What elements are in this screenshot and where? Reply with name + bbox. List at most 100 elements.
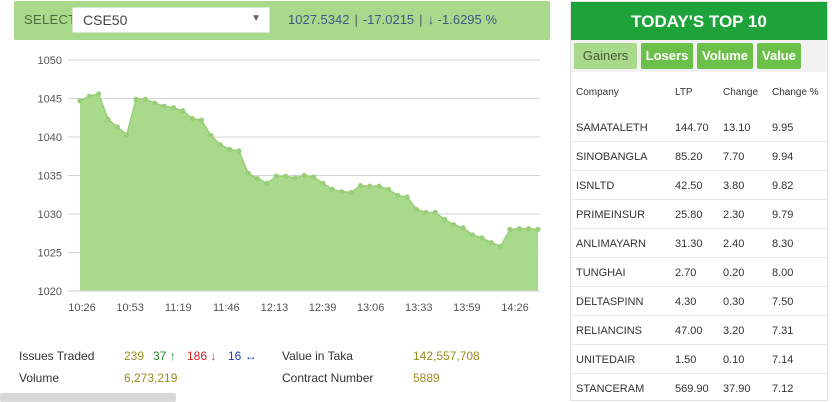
top10-title: TODAY'S TOP 10 xyxy=(571,2,827,40)
data-point xyxy=(488,239,494,246)
cell-change: 0.20 xyxy=(723,267,745,279)
arrow-down-icon: ↓ xyxy=(210,349,217,363)
issues-traded-total: 239 xyxy=(124,349,145,363)
index-change-percent: ↓ -1.6295 % xyxy=(427,12,497,27)
cell-company: TUNGHAI xyxy=(576,267,626,279)
data-point xyxy=(114,124,120,130)
x-tick-label: 13:59 xyxy=(453,302,481,314)
cell-ltp: 42.50 xyxy=(675,180,703,192)
data-point xyxy=(152,100,158,106)
issues-unchanged: 16 ↔ xyxy=(228,349,257,363)
data-point xyxy=(432,209,438,216)
cell-change-percent: 7.50 xyxy=(772,296,794,308)
cell-change: 13.10 xyxy=(723,122,751,134)
x-tick-label: 14:26 xyxy=(501,302,529,314)
table-row[interactable]: DELTASPINN 4.30 0.30 7.50 xyxy=(571,287,827,316)
data-point xyxy=(86,93,92,99)
data-point xyxy=(198,117,205,123)
index-change: -17.0215 xyxy=(362,12,415,27)
data-point xyxy=(124,132,130,138)
tab-gainers[interactable]: Gainers xyxy=(574,43,637,69)
cell-change: 37.90 xyxy=(723,383,751,395)
cell-ltp: 25.80 xyxy=(675,209,703,221)
data-point xyxy=(441,216,448,222)
cell-ltp: 2.70 xyxy=(675,267,697,279)
cell-company: ANLIMAYARN xyxy=(576,238,646,250)
volume-label: Volume xyxy=(19,371,60,385)
tab-volume[interactable]: Volume xyxy=(697,43,753,69)
tab-losers[interactable]: Losers xyxy=(641,43,693,69)
cell-change-percent: 7.14 xyxy=(772,354,794,366)
data-point xyxy=(161,103,167,109)
cell-ltp: 85.20 xyxy=(675,151,703,163)
data-point xyxy=(320,180,326,186)
data-point xyxy=(208,132,214,139)
table-row[interactable]: SAMATALETH 144.70 13.10 9.95 xyxy=(571,113,827,142)
table-row[interactable]: ANLIMAYARN 31.30 2.40 8.30 xyxy=(571,229,827,258)
data-point xyxy=(376,183,382,189)
data-point xyxy=(451,222,457,228)
contract-number-label: Contract Number xyxy=(282,371,374,385)
data-point xyxy=(423,209,429,216)
column-header-ltp: LTP xyxy=(675,87,693,98)
issues-declined: 186 ↓ xyxy=(187,349,217,363)
cell-change-percent: 7.12 xyxy=(772,383,794,395)
horizontal-scrollbar[interactable] xyxy=(0,393,176,402)
data-point xyxy=(96,91,102,97)
x-tick-label: 13:33 xyxy=(405,302,433,314)
cell-company: SINOBANGLA xyxy=(576,151,648,163)
table-row[interactable]: ISNLTD 42.50 3.80 9.82 xyxy=(571,171,827,200)
cell-change: 3.80 xyxy=(723,180,745,192)
select-label: SELECT xyxy=(24,12,77,27)
table-row[interactable]: TUNGHAI 2.70 0.20 8.00 xyxy=(571,258,827,287)
x-tick-label: 10:53 xyxy=(116,302,144,314)
cell-change-percent: 8.30 xyxy=(772,238,794,250)
y-tick-label: 1020 xyxy=(38,286,62,298)
x-tick-label: 11:46 xyxy=(213,302,240,314)
cell-change: 2.40 xyxy=(723,238,745,250)
table-row[interactable]: SINOBANGLA 85.20 7.70 9.94 xyxy=(571,142,827,171)
y-tick-label: 1025 xyxy=(38,248,62,260)
value-in-taka: 142,557,708 xyxy=(413,349,480,363)
y-tick-label: 1030 xyxy=(38,209,62,221)
cell-change-percent: 9.94 xyxy=(772,151,794,163)
cell-change: 0.10 xyxy=(723,354,745,366)
cell-change: 3.20 xyxy=(723,325,745,337)
issues-advanced: 37 ↑ xyxy=(153,349,176,363)
cell-company: DELTASPINN xyxy=(576,296,644,308)
y-tick-label: 1045 xyxy=(38,94,62,106)
data-point xyxy=(367,183,373,189)
top10-panel: TODAY'S TOP 10 Gainers Losers Volume Val… xyxy=(570,1,828,401)
data-point xyxy=(311,174,317,180)
arrow-horizontal-icon: ↔ xyxy=(244,349,257,363)
cell-change-percent: 9.82 xyxy=(772,180,794,192)
cell-ltp: 31.30 xyxy=(675,238,703,250)
cell-company: UNITEDAIR xyxy=(576,354,636,366)
table-row[interactable]: PRIMEINSUR 25.80 2.30 9.79 xyxy=(571,200,827,229)
data-point xyxy=(245,170,251,176)
data-point xyxy=(479,235,485,241)
table-row[interactable]: STANCERAM 569.90 37.90 7.12 xyxy=(571,374,827,400)
data-point xyxy=(283,173,289,179)
data-point xyxy=(254,175,261,182)
data-point xyxy=(413,206,420,212)
index-select-dropdown[interactable]: CSE50 ▼ xyxy=(72,7,270,33)
data-point xyxy=(292,175,298,181)
tab-value[interactable]: Value xyxy=(757,43,801,69)
column-header-change-percent: Change % xyxy=(772,87,819,98)
data-point xyxy=(526,226,532,232)
volume-value: 6,273,219 xyxy=(124,371,178,385)
table-row[interactable]: RELIANCINS 47.00 3.20 7.31 xyxy=(571,316,827,345)
data-point xyxy=(404,194,410,200)
contract-number: 5889 xyxy=(413,371,440,385)
table-row[interactable]: UNITEDAIR 1.50 0.10 7.14 xyxy=(571,345,827,374)
x-tick-label: 12:13 xyxy=(261,302,289,314)
index-chart: 1020 1025 1030 1035 1040 1045 1050 10:26 10:53 11… xyxy=(0,44,552,324)
top10-table-header: Company LTP Change Change % xyxy=(571,78,827,108)
data-point xyxy=(77,98,83,104)
index-selector-bar: SELECT CSE50 ▼ 1027.5342 | -17.0215 | ↓ -1.6… xyxy=(14,1,550,40)
data-point xyxy=(273,173,279,179)
data-point xyxy=(226,146,233,152)
cell-ltp: 47.00 xyxy=(675,325,703,337)
chevron-down-icon: ▼ xyxy=(251,13,261,24)
